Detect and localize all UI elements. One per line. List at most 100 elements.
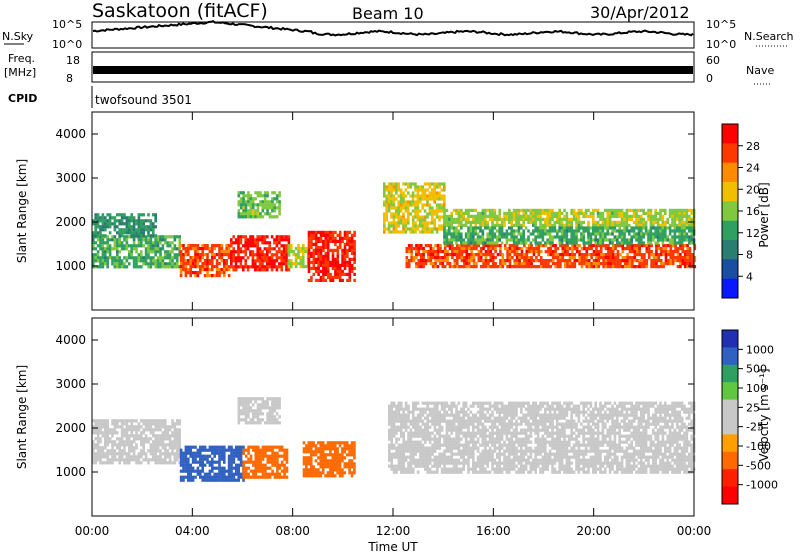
heatmap-cell: [324, 266, 328, 270]
heatmap-cell: [132, 449, 136, 453]
heatmap-cell: [433, 212, 436, 216]
heatmap-cell: [385, 206, 388, 210]
heatmap-cell: [322, 254, 325, 258]
heatmap-cell: [171, 443, 174, 447]
heatmap-cell: [123, 216, 126, 220]
heatmap-cell: [527, 235, 530, 239]
heatmap-cell: [247, 475, 250, 479]
heatmap-cell: [484, 244, 488, 248]
heatmap-cell: [536, 229, 540, 233]
heatmap-cell: [206, 247, 209, 251]
heatmap-cell: [431, 215, 434, 219]
heatmap-cell: [275, 253, 279, 257]
heatmap-cell: [655, 244, 658, 248]
heatmap-cell: [140, 238, 143, 242]
heatmap-cell: [424, 449, 427, 453]
heatmap-cell: [106, 250, 109, 254]
heatmap-cell: [628, 262, 632, 266]
heatmap-cell: [409, 182, 412, 186]
heatmap-cell: [244, 235, 247, 239]
heatmap-cell: [334, 242, 337, 246]
heatmap-cell: [275, 250, 279, 254]
heatmap-cell: [282, 262, 286, 266]
heatmap-cell: [532, 238, 535, 242]
heatmap-cell: [438, 194, 441, 198]
heatmap-cell: [159, 449, 162, 453]
heatmap-cell: [142, 419, 145, 423]
heatmap-cell: [194, 265, 197, 269]
heatmap-cell: [529, 217, 533, 221]
heatmap-cell: [628, 256, 632, 260]
heatmap-cell: [578, 253, 581, 257]
heatmap-cell: [683, 208, 686, 212]
heatmap-cell: [128, 455, 131, 459]
heatmap-cell: [587, 259, 591, 263]
heatmap-cell: [539, 256, 543, 260]
heatmap-cell: [137, 216, 141, 220]
heatmap-cell: [125, 228, 129, 232]
heatmap-cell: [402, 461, 405, 465]
heatmap-cell: [650, 259, 653, 263]
heatmap-cell: [338, 468, 342, 472]
heatmap-cell: [336, 462, 339, 466]
heatmap-cell: [392, 227, 396, 231]
heatmap-cell: [443, 208, 446, 212]
heatmap-cell: [92, 419, 95, 423]
heatmap-cell: [317, 462, 320, 466]
heatmap-cell: [643, 253, 646, 257]
heatmap-cell: [256, 409, 260, 413]
heatmap-cell: [239, 265, 243, 269]
heatmap-cell: [173, 262, 177, 266]
heatmap-cell: [450, 235, 453, 239]
heatmap-cell: [322, 233, 325, 237]
heatmap-cell: [448, 217, 451, 221]
heatmap-cell: [544, 232, 547, 236]
heatmap-cell: [654, 214, 657, 218]
heatmap-cell: [353, 245, 356, 249]
heatmap-cell: [142, 262, 145, 266]
heatmap-cell: [326, 266, 330, 270]
heatmap-cell: [657, 247, 661, 251]
heatmap-cell: [336, 468, 339, 472]
heatmap-cell: [147, 419, 150, 423]
heatmap-cell: [321, 456, 325, 460]
heatmap-cell: [99, 428, 102, 432]
heatmap-cell: [225, 250, 228, 254]
heatmap-cell: [92, 431, 95, 435]
heatmap-cell: [614, 244, 617, 248]
heatmap-cell: [249, 250, 252, 254]
heatmap-cell: [321, 444, 325, 448]
heatmap-cell: [491, 226, 494, 230]
heatmap-cell: [392, 404, 396, 408]
heatmap-cell: [422, 256, 425, 260]
heatmap-cell: [428, 212, 432, 216]
heatmap-cell: [196, 460, 200, 464]
heatmap-cell: [120, 228, 124, 232]
heatmap-cell: [251, 412, 255, 416]
heatmap-cell: [462, 241, 465, 245]
heatmap-cell: [647, 256, 651, 260]
heatmap-cell: [199, 253, 202, 257]
heatmap-cell: [123, 213, 126, 217]
heatmap-cell: [608, 238, 612, 242]
heatmap-cell: [404, 443, 408, 447]
heatmap-cell: [571, 262, 574, 266]
heatmap-cell: [428, 185, 432, 189]
heatmap-cell: [411, 194, 415, 198]
heatmap-cell: [412, 470, 415, 474]
heatmap-cell: [404, 221, 408, 225]
heatmap-cell: [421, 206, 424, 210]
heatmap-cell: [130, 250, 133, 254]
heatmap-cell: [201, 265, 204, 269]
heatmap-cell: [400, 419, 403, 423]
heatmap-cell: [563, 250, 567, 254]
heatmap-cell: [239, 241, 243, 245]
heatmap-cell: [223, 448, 226, 452]
heatmap-cell: [249, 200, 253, 204]
heatmap-cell: [580, 226, 583, 230]
heatmap-cell: [211, 448, 214, 452]
heatmap-cell: [395, 431, 398, 435]
heatmap-cell: [258, 250, 262, 254]
heatmap-cell: [609, 256, 613, 260]
heatmap-cell: [317, 450, 320, 454]
